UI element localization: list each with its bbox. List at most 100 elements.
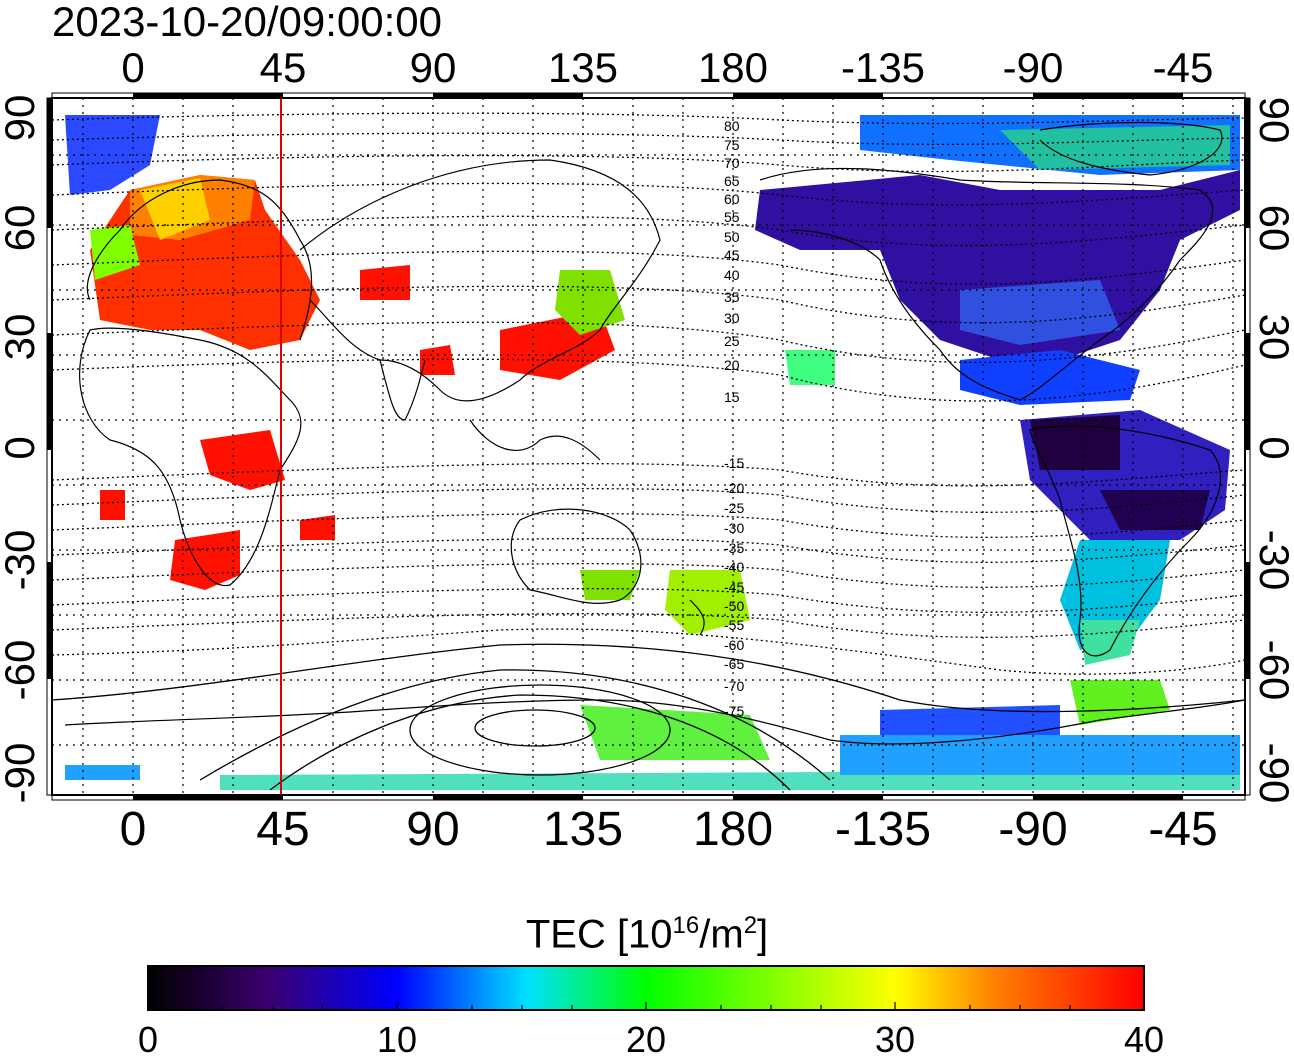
magnetic-contours bbox=[52, 112, 1245, 791]
axis-ticks bbox=[46, 92, 1251, 801]
bottom-lon-label: -135 bbox=[835, 803, 931, 856]
left-lat-label: 60 bbox=[0, 205, 43, 252]
contour-label: -65 bbox=[724, 656, 744, 672]
coastlines bbox=[64, 121, 1245, 745]
bottom-lon-label: 90 bbox=[406, 803, 459, 856]
bottom-lon-label: 0 bbox=[120, 803, 147, 856]
contour-label: -60 bbox=[724, 637, 744, 653]
top-lon-label: 90 bbox=[410, 44, 457, 91]
contour-label: 70 bbox=[724, 155, 740, 171]
right-lat-label: -60 bbox=[1251, 640, 1294, 701]
coast-asia bbox=[299, 159, 661, 402]
top-lon-label: 180 bbox=[698, 44, 768, 91]
left-lat-label: -90 bbox=[0, 743, 43, 804]
contour-label: -55 bbox=[724, 617, 744, 633]
tec-region-antarctic-south-pacific bbox=[840, 735, 1240, 775]
coast-india bbox=[379, 359, 426, 421]
colorbar-tick-label: 10 bbox=[376, 1019, 418, 1060]
top-lon-labels: 0 45 90 135 180 -135 -90 -45 bbox=[121, 44, 1213, 91]
tec-region-west-africa bbox=[100, 490, 125, 520]
tec-region-hawaii bbox=[785, 350, 835, 385]
colorbar-ticks bbox=[221, 1002, 1071, 1010]
contour-label: 20 bbox=[724, 357, 740, 373]
tec-region-antarctic-sw bbox=[65, 765, 140, 780]
map-title: 2023-10-20/09:00:00 bbox=[52, 0, 442, 45]
colorbar-tick-label: 0 bbox=[137, 1019, 159, 1060]
tec-region-north-america bbox=[755, 170, 1240, 360]
tec-region-antarctic-pacific bbox=[580, 705, 770, 760]
contour-label: 55 bbox=[724, 209, 740, 225]
top-lon-label: -135 bbox=[841, 44, 925, 91]
top-lon-label: 135 bbox=[548, 44, 618, 91]
tec-region-central-america bbox=[960, 350, 1140, 405]
tec-region-uk bbox=[90, 225, 140, 280]
coast-antarctica bbox=[64, 699, 1245, 745]
contour-label: -50 bbox=[724, 598, 744, 614]
contour-label: 25 bbox=[724, 333, 740, 349]
coast-europe bbox=[86, 179, 313, 341]
colorbar-tick-label: 40 bbox=[1123, 1019, 1165, 1060]
left-lat-label: 30 bbox=[0, 314, 43, 361]
tec-region-antarctic-atlantic bbox=[880, 705, 1060, 735]
coast-new-zealand bbox=[689, 599, 705, 636]
colorbar-tick-label: 30 bbox=[874, 1019, 916, 1060]
coast-africa bbox=[79, 327, 302, 587]
contour-label: -70 bbox=[724, 678, 744, 694]
coast-greenland bbox=[1039, 121, 1223, 176]
contour-labels: 80 75 70 65 60 55 50 45 40 35 30 25 20 1… bbox=[724, 118, 744, 719]
tec-region-amazon-dark bbox=[1030, 415, 1120, 470]
contour-label: -15 bbox=[724, 455, 744, 471]
contour-label: -40 bbox=[724, 559, 744, 575]
tec-region-arctic-west bbox=[65, 115, 160, 195]
right-lat-labels: 90 60 30 0 -30 -60 -90 bbox=[1251, 97, 1294, 804]
left-lat-label: 0 bbox=[0, 436, 43, 459]
bottom-lon-label: 45 bbox=[256, 803, 309, 856]
right-lat-label: 90 bbox=[1251, 97, 1294, 144]
bottom-lon-labels: 0 45 90 135 180 -135 -90 -45 bbox=[120, 803, 1218, 856]
right-lat-label: 0 bbox=[1251, 436, 1294, 459]
contour-label: 80 bbox=[724, 118, 740, 134]
right-lat-label: -30 bbox=[1251, 530, 1294, 591]
left-lat-label: -60 bbox=[0, 640, 43, 701]
contour-label: -75 bbox=[724, 703, 744, 719]
contour-label: 35 bbox=[724, 289, 740, 305]
bottom-lon-label: -45 bbox=[1148, 803, 1217, 856]
contour-label: -25 bbox=[724, 500, 744, 516]
left-lat-labels: 90 60 30 0 -30 -60 -90 bbox=[0, 95, 43, 804]
colorbar-title: TEC [1016/m2] bbox=[525, 912, 769, 957]
coast-se-asia bbox=[469, 419, 601, 461]
right-lat-label: 30 bbox=[1251, 314, 1294, 361]
contour-label: 30 bbox=[724, 310, 740, 326]
tec-region-madagascar bbox=[300, 515, 335, 540]
lat-lon-grid bbox=[52, 98, 1245, 795]
colorbar-tick-label: 20 bbox=[625, 1019, 667, 1060]
contour-label: 15 bbox=[724, 389, 740, 405]
contour-label: -35 bbox=[724, 540, 744, 556]
top-lon-label: -90 bbox=[1003, 44, 1064, 91]
right-lat-label: 60 bbox=[1251, 205, 1294, 252]
tec-region-new-zealand bbox=[665, 570, 750, 635]
contour-label: 65 bbox=[724, 173, 740, 189]
contour-label: 50 bbox=[724, 229, 740, 245]
top-lon-label: 45 bbox=[260, 44, 307, 91]
tec-region-australia bbox=[580, 570, 640, 600]
bottom-lon-label: 180 bbox=[693, 803, 773, 856]
tec-region-central-asia bbox=[360, 265, 410, 300]
contour-label: 40 bbox=[724, 267, 740, 283]
contour-label: -45 bbox=[724, 579, 744, 595]
contour-label: 60 bbox=[724, 191, 740, 207]
tec-region-greenland bbox=[1000, 125, 1230, 170]
tec-region-patagonia bbox=[1080, 620, 1140, 665]
top-lon-label: -45 bbox=[1153, 44, 1214, 91]
contour-label: -20 bbox=[724, 480, 744, 496]
top-lon-label: 0 bbox=[121, 44, 144, 91]
coast-north-america bbox=[759, 167, 1214, 401]
tec-data-layer bbox=[65, 115, 1240, 790]
right-lat-label: -90 bbox=[1251, 743, 1294, 804]
bottom-lon-label: -90 bbox=[998, 803, 1067, 856]
contour-label: -30 bbox=[724, 520, 744, 536]
bottom-lon-label: 135 bbox=[543, 803, 623, 856]
tec-region-usa-east bbox=[960, 280, 1120, 345]
coast-australia bbox=[510, 508, 642, 604]
